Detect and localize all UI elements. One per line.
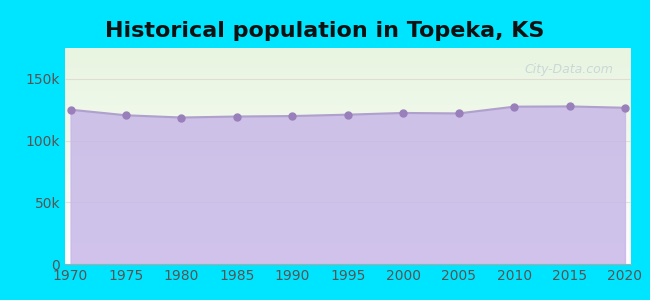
Text: Historical population in Topeka, KS: Historical population in Topeka, KS (105, 21, 545, 41)
Text: City-Data.com: City-Data.com (525, 63, 614, 76)
